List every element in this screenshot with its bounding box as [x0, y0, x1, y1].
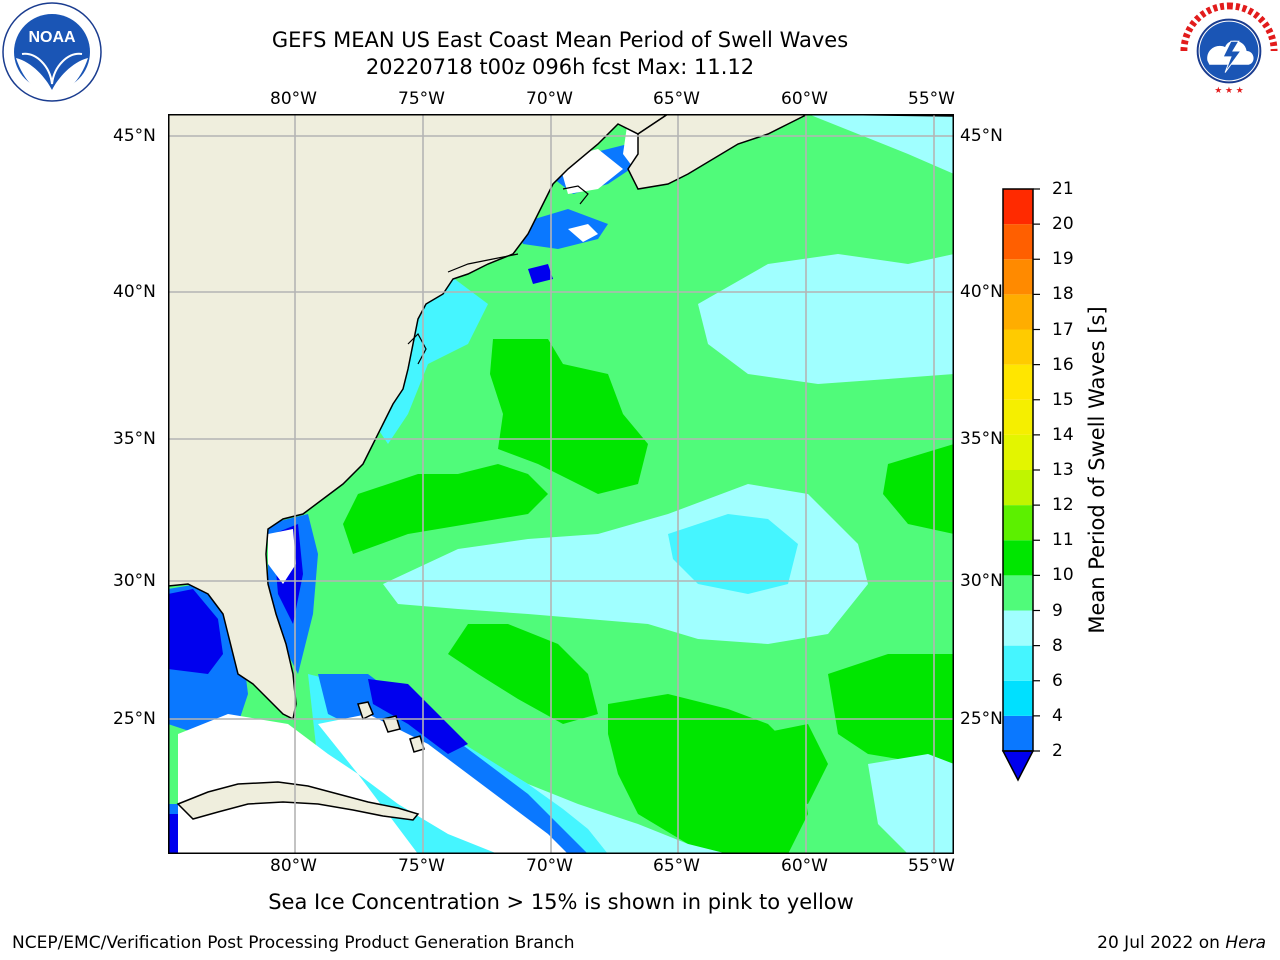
- lon-label-top: 65°W: [653, 89, 700, 109]
- colorbar-tick-label: 15: [1052, 389, 1074, 410]
- colorbar-segment: [1003, 329, 1033, 365]
- colorbar-segment: [1003, 470, 1033, 506]
- colorbar-segment: [1003, 645, 1033, 681]
- lon-label-bottom: 60°W: [781, 856, 828, 876]
- colorbar-segments: [1003, 189, 1033, 751]
- lon-label-bottom: 80°W: [270, 856, 317, 876]
- sea-ice-note: Sea Ice Concentration > 15% is shown in …: [268, 890, 854, 914]
- colorbar-segment: [1003, 399, 1033, 435]
- lat-label-right: 25°N: [960, 709, 1003, 729]
- lon-label-top: 60°W: [781, 89, 828, 109]
- colorbar-segment: [1003, 189, 1033, 225]
- colorbar-segment: [1003, 434, 1033, 470]
- lon-label-top: 55°W: [908, 89, 955, 109]
- lon-label-bottom: 70°W: [526, 856, 573, 876]
- colorbar-ticks: [1033, 188, 1040, 752]
- credit-date: 20 Jul 2022 on: [1097, 933, 1226, 953]
- credit-host: Hera: [1225, 933, 1266, 953]
- colorbar-tick-label: 2: [1052, 741, 1063, 761]
- colorbar-tick-label: 17: [1052, 319, 1074, 340]
- lat-label-left: 35°N: [113, 429, 156, 449]
- colorbar-tick-label: 19: [1052, 249, 1074, 270]
- colorbar-segment: [1003, 610, 1033, 646]
- colorbar-tick-label: 20: [1052, 214, 1074, 235]
- lat-label-right: 35°N: [960, 429, 1003, 449]
- colorbar-segment: [1003, 364, 1033, 400]
- lon-label-top: 75°W: [398, 89, 445, 109]
- credit-date-host: 20 Jul 2022 on Hera: [1097, 933, 1266, 953]
- svg-text:★ ★ ★: ★ ★ ★: [1214, 86, 1243, 96]
- colorbar-segment: [1003, 224, 1033, 260]
- lon-label-bottom: 55°W: [908, 856, 955, 876]
- colorbar-segment: [1003, 715, 1033, 751]
- colorbar-tick-label: 21: [1052, 179, 1074, 199]
- svg-text:NOAA: NOAA: [28, 29, 76, 46]
- lat-label-left: 25°N: [113, 709, 156, 729]
- coastline-detail: [407, 185, 589, 365]
- lon-label-bottom: 75°W: [398, 856, 445, 876]
- colorbar-tick-label: 14: [1052, 424, 1074, 445]
- lat-label-right: 45°N: [960, 126, 1003, 146]
- map-gridlines: [168, 114, 954, 854]
- colorbar-tick-label: 8: [1052, 635, 1063, 656]
- colorbar-tick-label: 18: [1052, 284, 1074, 305]
- colorbar-tick-label: 9: [1052, 600, 1063, 621]
- lat-label-right: 30°N: [960, 571, 1003, 591]
- colorbar-segment: [1003, 680, 1033, 716]
- lat-label-left: 30°N: [113, 571, 156, 591]
- colorbar-tick-label: 13: [1052, 460, 1074, 480]
- lon-label-bottom: 65°W: [653, 856, 700, 876]
- lat-label-left: 40°N: [113, 282, 156, 302]
- colorbar-tick-label: 12: [1052, 495, 1074, 516]
- colorbar-segment: [1003, 259, 1033, 295]
- colorbar-segment: [1003, 294, 1033, 330]
- colorbar: [1001, 188, 1040, 782]
- colorbar-extend-under: [1001, 750, 1035, 782]
- lon-label-top: 80°W: [270, 89, 317, 109]
- colorbar-tick-label: 4: [1052, 705, 1063, 726]
- colorbar-tick-label: 10: [1052, 565, 1074, 586]
- lon-label-top: 70°W: [526, 89, 573, 109]
- chart-subtitle: 20220718 t00z 096h fcst Max: 11.12: [365, 55, 755, 79]
- lat-label-left: 45°N: [113, 126, 156, 146]
- colorbar-tick-label: 11: [1052, 530, 1074, 551]
- colorbar-segment: [1003, 575, 1033, 611]
- map-panel: [168, 114, 954, 854]
- lat-label-right: 40°N: [960, 282, 1003, 302]
- credit-branch: NCEP/EMC/Verification Post Processing Pr…: [12, 933, 575, 953]
- colorbar-tick-label: 16: [1052, 354, 1074, 375]
- map-border: [168, 114, 954, 854]
- colorbar-tick-label: 6: [1052, 670, 1063, 691]
- colorbar-title: Mean Period of Swell Waves [s]: [1085, 306, 1109, 634]
- chart-title: GEFS MEAN US East Coast Mean Period of S…: [271, 28, 849, 52]
- land-area: [168, 114, 954, 821]
- colorbar-segment: [1003, 540, 1033, 576]
- nws-logo: ★ ★ ★: [1180, 2, 1278, 99]
- colorbar-segment: [1003, 505, 1033, 541]
- noaa-logo: NOAA: [2, 2, 102, 102]
